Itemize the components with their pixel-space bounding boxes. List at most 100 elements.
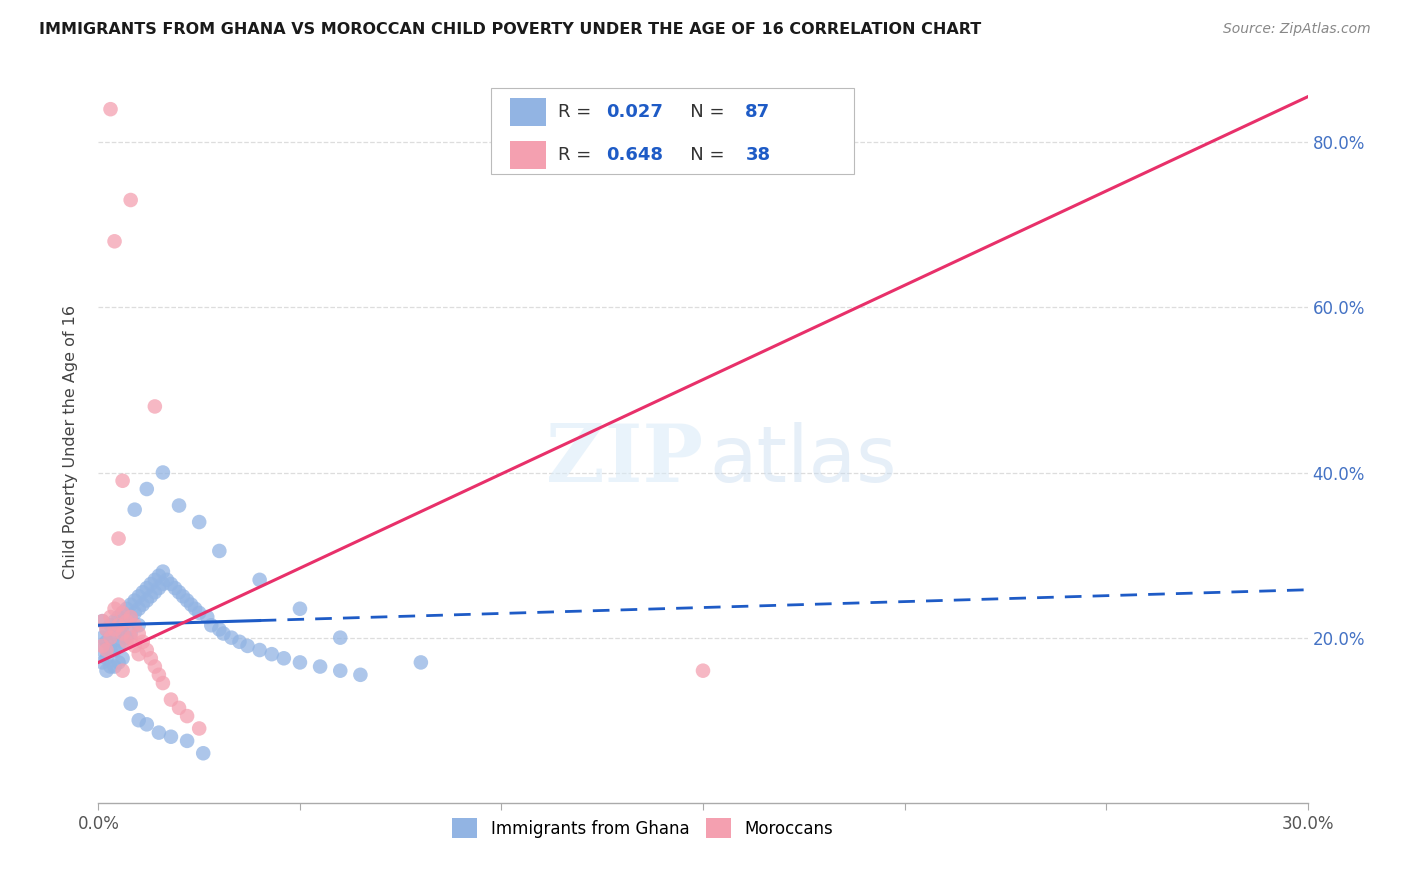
Point bbox=[115, 614, 138, 628]
Point bbox=[100, 631, 122, 645]
Text: R =: R = bbox=[558, 146, 598, 164]
Point bbox=[96, 634, 118, 648]
Point bbox=[273, 651, 295, 665]
Text: R =: R = bbox=[558, 103, 598, 120]
Point bbox=[139, 577, 162, 591]
Point bbox=[100, 102, 122, 116]
Point bbox=[249, 643, 271, 657]
Point bbox=[91, 631, 114, 645]
Text: 38: 38 bbox=[745, 146, 770, 164]
Point bbox=[135, 717, 157, 731]
Point bbox=[156, 573, 179, 587]
Point bbox=[96, 664, 118, 678]
Point bbox=[107, 532, 129, 546]
Point bbox=[135, 482, 157, 496]
Point bbox=[100, 618, 122, 632]
Point bbox=[692, 664, 714, 678]
Point bbox=[91, 614, 114, 628]
Point bbox=[120, 626, 142, 640]
Point bbox=[120, 193, 142, 207]
Point bbox=[288, 601, 311, 615]
Point bbox=[100, 610, 122, 624]
Point bbox=[184, 601, 207, 615]
Point bbox=[107, 639, 129, 653]
Point bbox=[208, 623, 231, 637]
Point bbox=[91, 643, 114, 657]
Point bbox=[103, 626, 125, 640]
Point bbox=[349, 668, 371, 682]
Point bbox=[96, 623, 118, 637]
Point bbox=[124, 606, 146, 620]
Point bbox=[160, 577, 183, 591]
Point bbox=[139, 651, 162, 665]
Text: Source: ZipAtlas.com: Source: ZipAtlas.com bbox=[1223, 22, 1371, 37]
Point bbox=[128, 647, 150, 661]
Point bbox=[160, 730, 183, 744]
Y-axis label: Child Poverty Under the Age of 16: Child Poverty Under the Age of 16 bbox=[63, 304, 77, 579]
Point bbox=[120, 697, 142, 711]
Point bbox=[139, 590, 162, 604]
Text: IMMIGRANTS FROM GHANA VS MOROCCAN CHILD POVERTY UNDER THE AGE OF 16 CORRELATION : IMMIGRANTS FROM GHANA VS MOROCCAN CHILD … bbox=[39, 22, 981, 37]
Point bbox=[172, 590, 194, 604]
Point bbox=[124, 502, 146, 516]
Point bbox=[329, 631, 352, 645]
Point bbox=[111, 634, 134, 648]
Point bbox=[195, 610, 218, 624]
Point bbox=[135, 581, 157, 595]
Point bbox=[115, 614, 138, 628]
Point bbox=[148, 725, 170, 739]
Point bbox=[115, 631, 138, 645]
Point bbox=[128, 601, 150, 615]
Point bbox=[96, 623, 118, 637]
Text: atlas: atlas bbox=[709, 422, 897, 498]
Point bbox=[143, 659, 166, 673]
Point bbox=[128, 590, 150, 604]
Point bbox=[188, 606, 211, 620]
Point bbox=[260, 647, 283, 661]
Point bbox=[132, 634, 155, 648]
Point bbox=[132, 598, 155, 612]
Text: ZIP: ZIP bbox=[546, 421, 703, 499]
Text: N =: N = bbox=[672, 103, 730, 120]
Point bbox=[228, 634, 250, 648]
Point bbox=[176, 709, 198, 723]
Point bbox=[143, 573, 166, 587]
Point bbox=[120, 610, 142, 624]
Point bbox=[135, 643, 157, 657]
Point bbox=[236, 639, 259, 653]
Bar bbox=[509, 142, 546, 169]
Point bbox=[111, 606, 134, 620]
Point bbox=[180, 598, 202, 612]
Point bbox=[309, 659, 332, 673]
Point bbox=[152, 676, 174, 690]
Point bbox=[103, 235, 125, 249]
Point bbox=[167, 499, 190, 513]
Point bbox=[200, 618, 222, 632]
Point bbox=[111, 474, 134, 488]
Point bbox=[111, 626, 134, 640]
Point bbox=[143, 585, 166, 599]
Point bbox=[152, 565, 174, 579]
Point bbox=[148, 568, 170, 582]
Point bbox=[143, 400, 166, 414]
Point bbox=[96, 651, 118, 665]
Point bbox=[221, 631, 243, 645]
Point bbox=[107, 610, 129, 624]
Point bbox=[249, 573, 271, 587]
Point bbox=[160, 692, 183, 706]
Point bbox=[188, 722, 211, 736]
Point bbox=[329, 664, 352, 678]
Point bbox=[128, 626, 150, 640]
Point bbox=[167, 585, 190, 599]
Point bbox=[128, 618, 150, 632]
Point bbox=[188, 515, 211, 529]
Point bbox=[107, 598, 129, 612]
Text: 87: 87 bbox=[745, 103, 770, 120]
Point bbox=[107, 656, 129, 670]
Point bbox=[91, 614, 114, 628]
Point bbox=[124, 639, 146, 653]
Point bbox=[124, 593, 146, 607]
Point bbox=[208, 544, 231, 558]
Point bbox=[103, 623, 125, 637]
Point bbox=[176, 593, 198, 607]
